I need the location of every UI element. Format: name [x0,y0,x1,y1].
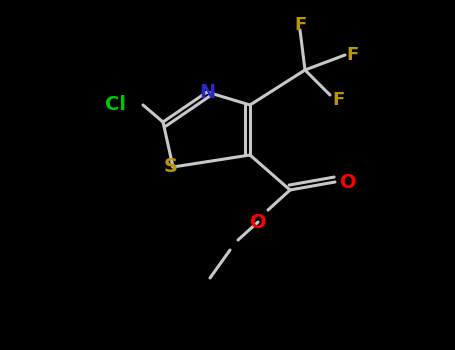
Text: N: N [199,83,215,102]
Text: O: O [250,212,266,231]
Text: Cl: Cl [105,96,126,114]
Text: O: O [340,173,356,191]
Text: F: F [294,16,306,34]
Text: F: F [347,46,359,64]
Text: F: F [332,91,344,109]
Text: S: S [164,158,178,176]
